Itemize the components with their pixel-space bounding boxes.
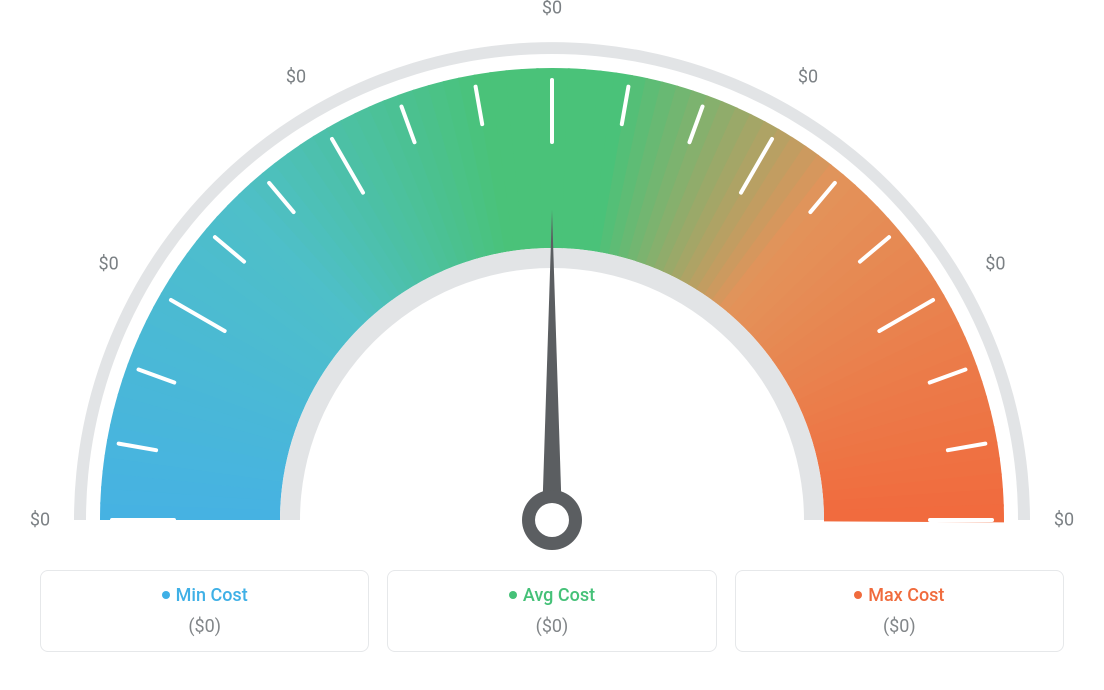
gauge-tick-label: $0 bbox=[985, 254, 1005, 275]
dot-icon bbox=[854, 591, 862, 599]
gauge-tick-label: $0 bbox=[98, 254, 118, 275]
gauge-tick-label: $0 bbox=[30, 510, 50, 531]
legend-title-avg: Avg Cost bbox=[398, 585, 705, 606]
gauge-tick-label: $0 bbox=[286, 66, 306, 87]
legend-card-avg: Avg Cost ($0) bbox=[387, 570, 716, 652]
gauge-tick-label: $0 bbox=[1054, 510, 1074, 531]
legend-title-min: Min Cost bbox=[51, 585, 358, 606]
legend-card-max: Max Cost ($0) bbox=[735, 570, 1064, 652]
legend-title-max: Max Cost bbox=[746, 585, 1053, 606]
legend-card-min: Min Cost ($0) bbox=[40, 570, 369, 652]
gauge-tick-label: $0 bbox=[542, 0, 562, 19]
legend-label-max: Max Cost bbox=[868, 585, 944, 606]
gauge-tick-label: $0 bbox=[798, 66, 818, 87]
legend-label-min: Min Cost bbox=[176, 585, 248, 606]
dot-icon bbox=[509, 591, 517, 599]
gauge-chart: $0 $0 $0 $0 $0 $0 $0 bbox=[0, 0, 1104, 560]
legend-row: Min Cost ($0) Avg Cost ($0) Max Cost ($0… bbox=[0, 570, 1104, 652]
legend-value-avg: ($0) bbox=[398, 616, 705, 637]
legend-value-min: ($0) bbox=[51, 616, 358, 637]
gauge-svg bbox=[0, 0, 1104, 560]
legend-label-avg: Avg Cost bbox=[523, 585, 595, 606]
dot-icon bbox=[162, 591, 170, 599]
legend-value-max: ($0) bbox=[746, 616, 1053, 637]
